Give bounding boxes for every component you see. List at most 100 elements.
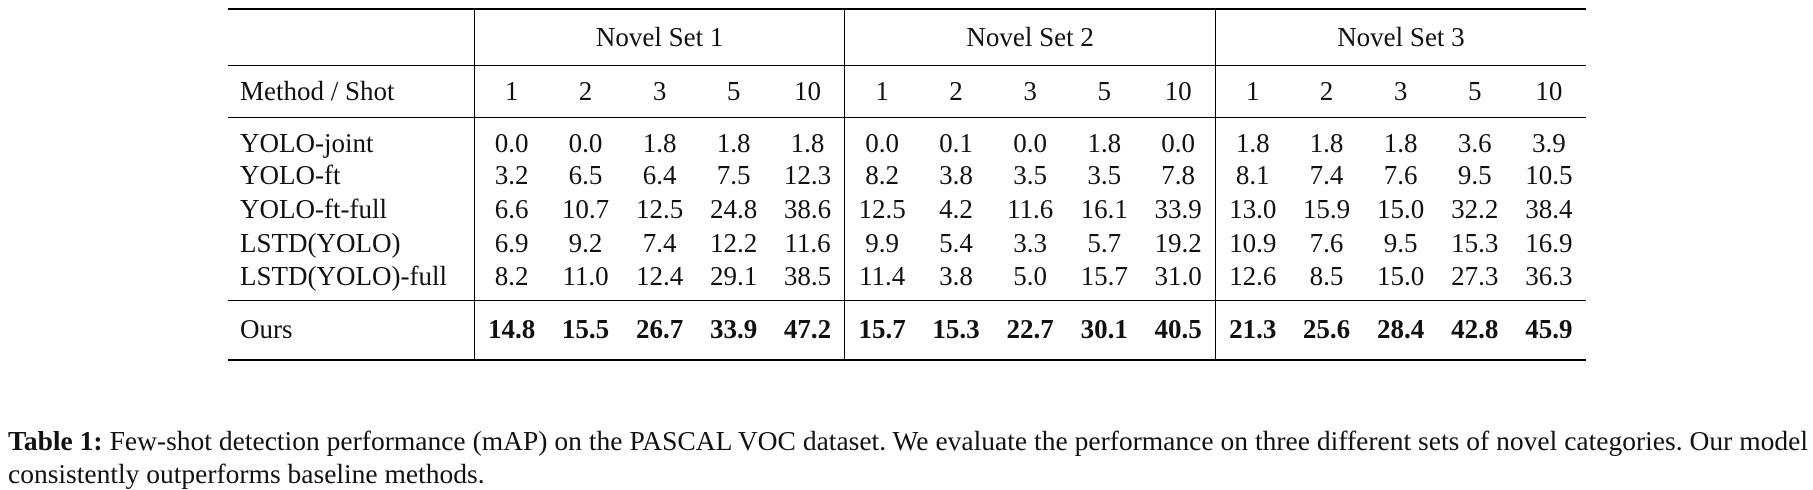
map-value-cell: 0.0 bbox=[473, 117, 549, 159]
map-value-cell: 15.0 bbox=[1377, 260, 1425, 291]
map-value-cell: 15.5 bbox=[548, 299, 623, 361]
map-value-cell: 0.0 bbox=[1161, 127, 1195, 158]
map-value-cell: 1.8 bbox=[1214, 117, 1290, 159]
map-value-cell: 8.5 bbox=[1309, 260, 1344, 291]
map-value-cell: 8.1 bbox=[1214, 158, 1290, 193]
shot-header: 10 bbox=[1511, 64, 1586, 118]
map-value-cell: 12.3 bbox=[783, 160, 832, 190]
map-value-cell: 28.4 bbox=[1363, 299, 1438, 361]
group-header-novel-set-1: Novel Set 1 bbox=[473, 8, 845, 65]
map-value-cell: 33.9 bbox=[696, 299, 771, 361]
map-value-cell: 47.2 bbox=[770, 299, 845, 361]
map-value-cell: 5.0 bbox=[1013, 260, 1047, 291]
map-value-cell: 15.3 bbox=[1451, 228, 1499, 258]
map-value-cell: 3.5 bbox=[1013, 160, 1047, 190]
map-value-cell: 15.7 bbox=[1080, 260, 1128, 291]
map-value-cell: 4.2 bbox=[939, 194, 973, 224]
map-value-cell: 38.4 bbox=[1525, 194, 1573, 224]
map-value-cell: 1.8 bbox=[1087, 127, 1122, 158]
method-shot-header: Method / Shot bbox=[228, 64, 475, 118]
map-value-cell: 12.2 bbox=[710, 228, 758, 258]
map-value-cell: 9.5 bbox=[1383, 228, 1418, 258]
method-name: LSTD(YOLO)-full bbox=[240, 260, 447, 291]
map-value-cell: 14.8 bbox=[473, 299, 549, 361]
shot-header: 3 bbox=[1363, 64, 1438, 118]
shot-header: 2 bbox=[1289, 64, 1364, 118]
map-value-cell: 9.5 bbox=[1457, 160, 1492, 190]
map-value-cell: 15.7 bbox=[844, 299, 919, 361]
map-value-cell: 11.6 bbox=[1006, 194, 1054, 224]
shot-header: 5 bbox=[1437, 64, 1512, 118]
map-value-cell: 0.0 bbox=[568, 127, 603, 158]
map-value-cell: 11.6 bbox=[784, 228, 831, 258]
map-value-cell: 7.5 bbox=[716, 160, 751, 190]
map-value-cell: 7.4 bbox=[1309, 160, 1344, 190]
caption-label: Table 1: bbox=[8, 424, 103, 456]
map-value-cell: 22.7 bbox=[993, 299, 1068, 361]
method-name: YOLO-ft bbox=[240, 160, 341, 190]
map-value-cell: 10.9 bbox=[1214, 226, 1290, 261]
map-value-cell: 3.5 bbox=[1087, 160, 1122, 190]
method-name: Ours bbox=[228, 299, 475, 361]
map-value-cell: 9.9 bbox=[844, 226, 919, 261]
map-value-cell: 1.8 bbox=[790, 127, 825, 158]
shot-header: 10 bbox=[1141, 64, 1216, 118]
map-value-cell: 3.6 bbox=[1457, 127, 1492, 158]
map-value-cell: 21.3 bbox=[1214, 299, 1290, 361]
map-value-cell: 16.9 bbox=[1525, 228, 1573, 258]
table-row: LSTD(YOLO)-full 8.2 11.0 12.4 29.1 38.5 11.4 3.… bbox=[228, 260, 1586, 300]
shot-header: 2 bbox=[548, 64, 623, 118]
map-value-cell: 15.3 bbox=[918, 299, 994, 361]
map-value-cell: 3.8 bbox=[939, 260, 973, 291]
method-name: LSTD(YOLO) bbox=[240, 228, 401, 258]
map-value-cell: 10.7 bbox=[561, 194, 610, 224]
map-value-cell: 9.2 bbox=[568, 228, 603, 258]
map-value-cell: 3.2 bbox=[473, 158, 549, 193]
map-value-cell: 1.8 bbox=[642, 127, 677, 158]
table-row: YOLO-joint 0.0 0.0 1.8 1.8 1.8 0.0 0.1 0.0 1.8 0.0… bbox=[228, 117, 1586, 159]
table-caption: Table 1: Few-shot detection performance … bbox=[8, 424, 1808, 490]
results-table: Novel Set 1 Novel Set 2 Novel Set 3 Meth… bbox=[228, 8, 1586, 361]
map-value-cell: 11.0 bbox=[562, 260, 609, 291]
map-value-cell: 38.5 bbox=[783, 260, 832, 291]
group-header-novel-set-2: Novel Set 2 bbox=[844, 8, 1216, 65]
table-row: YOLO-ft 3.2 6.5 6.4 7.5 12.3 8.2 3.8 3.5 3.5 7.8 8.… bbox=[228, 158, 1586, 193]
map-value-cell: 33.9 bbox=[1154, 194, 1202, 224]
map-value-cell: 15.9 bbox=[1302, 194, 1351, 224]
map-value-cell: 7.6 bbox=[1383, 160, 1418, 190]
group-header-novel-set-3: Novel Set 3 bbox=[1214, 8, 1586, 65]
map-value-cell: 8.2 bbox=[844, 158, 919, 193]
map-value-cell: 8.2 bbox=[473, 260, 549, 300]
map-value-cell: 6.6 bbox=[473, 192, 549, 227]
group-header-row: Novel Set 1 Novel Set 2 Novel Set 3 bbox=[228, 8, 1586, 65]
map-value-cell: 12.6 bbox=[1214, 260, 1290, 300]
map-value-cell: 13.0 bbox=[1214, 192, 1290, 227]
shot-header: 3 bbox=[993, 64, 1068, 118]
map-value-cell: 5.7 bbox=[1087, 228, 1122, 258]
map-value-cell: 3.8 bbox=[939, 160, 973, 190]
map-value-cell: 6.9 bbox=[473, 226, 549, 261]
map-value-cell: 15.0 bbox=[1377, 194, 1425, 224]
map-value-cell: 6.5 bbox=[568, 160, 603, 190]
map-value-cell: 0.1 bbox=[939, 127, 973, 158]
map-value-cell: 31.0 bbox=[1154, 260, 1202, 291]
table-row: YOLO-ft-full 6.6 10.7 12.5 24.8 38.6 12.5 4.2 11… bbox=[228, 192, 1586, 227]
shot-header-row: Method / Shot 1 2 3 5 10 1 2 3 5 10 1 2 3 5 10 bbox=[228, 64, 1586, 118]
caption-text: Few-shot detection performance (mAP) on … bbox=[8, 424, 1809, 489]
map-value-cell: 5.4 bbox=[939, 228, 973, 258]
map-value-cell: 30.1 bbox=[1067, 299, 1142, 361]
map-value-cell: 25.6 bbox=[1289, 299, 1364, 361]
map-value-cell: 32.2 bbox=[1451, 194, 1499, 224]
map-value-cell: 38.6 bbox=[783, 194, 832, 224]
map-value-cell: 1.8 bbox=[716, 127, 751, 158]
method-name: YOLO-joint bbox=[240, 127, 374, 158]
table-body: YOLO-joint 0.0 0.0 1.8 1.8 1.8 0.0 0.1 0.0 1.8 0.0… bbox=[228, 117, 1586, 361]
shot-header: 3 bbox=[622, 64, 697, 118]
map-value-cell: 0.0 bbox=[844, 117, 919, 159]
map-value-cell: 12.4 bbox=[635, 260, 684, 291]
shot-header: 10 bbox=[770, 64, 845, 118]
shot-header: 2 bbox=[918, 64, 994, 118]
map-value-cell: 36.3 bbox=[1525, 260, 1573, 291]
shot-header: 1 bbox=[473, 64, 549, 118]
map-value-cell: 11.4 bbox=[844, 260, 919, 300]
